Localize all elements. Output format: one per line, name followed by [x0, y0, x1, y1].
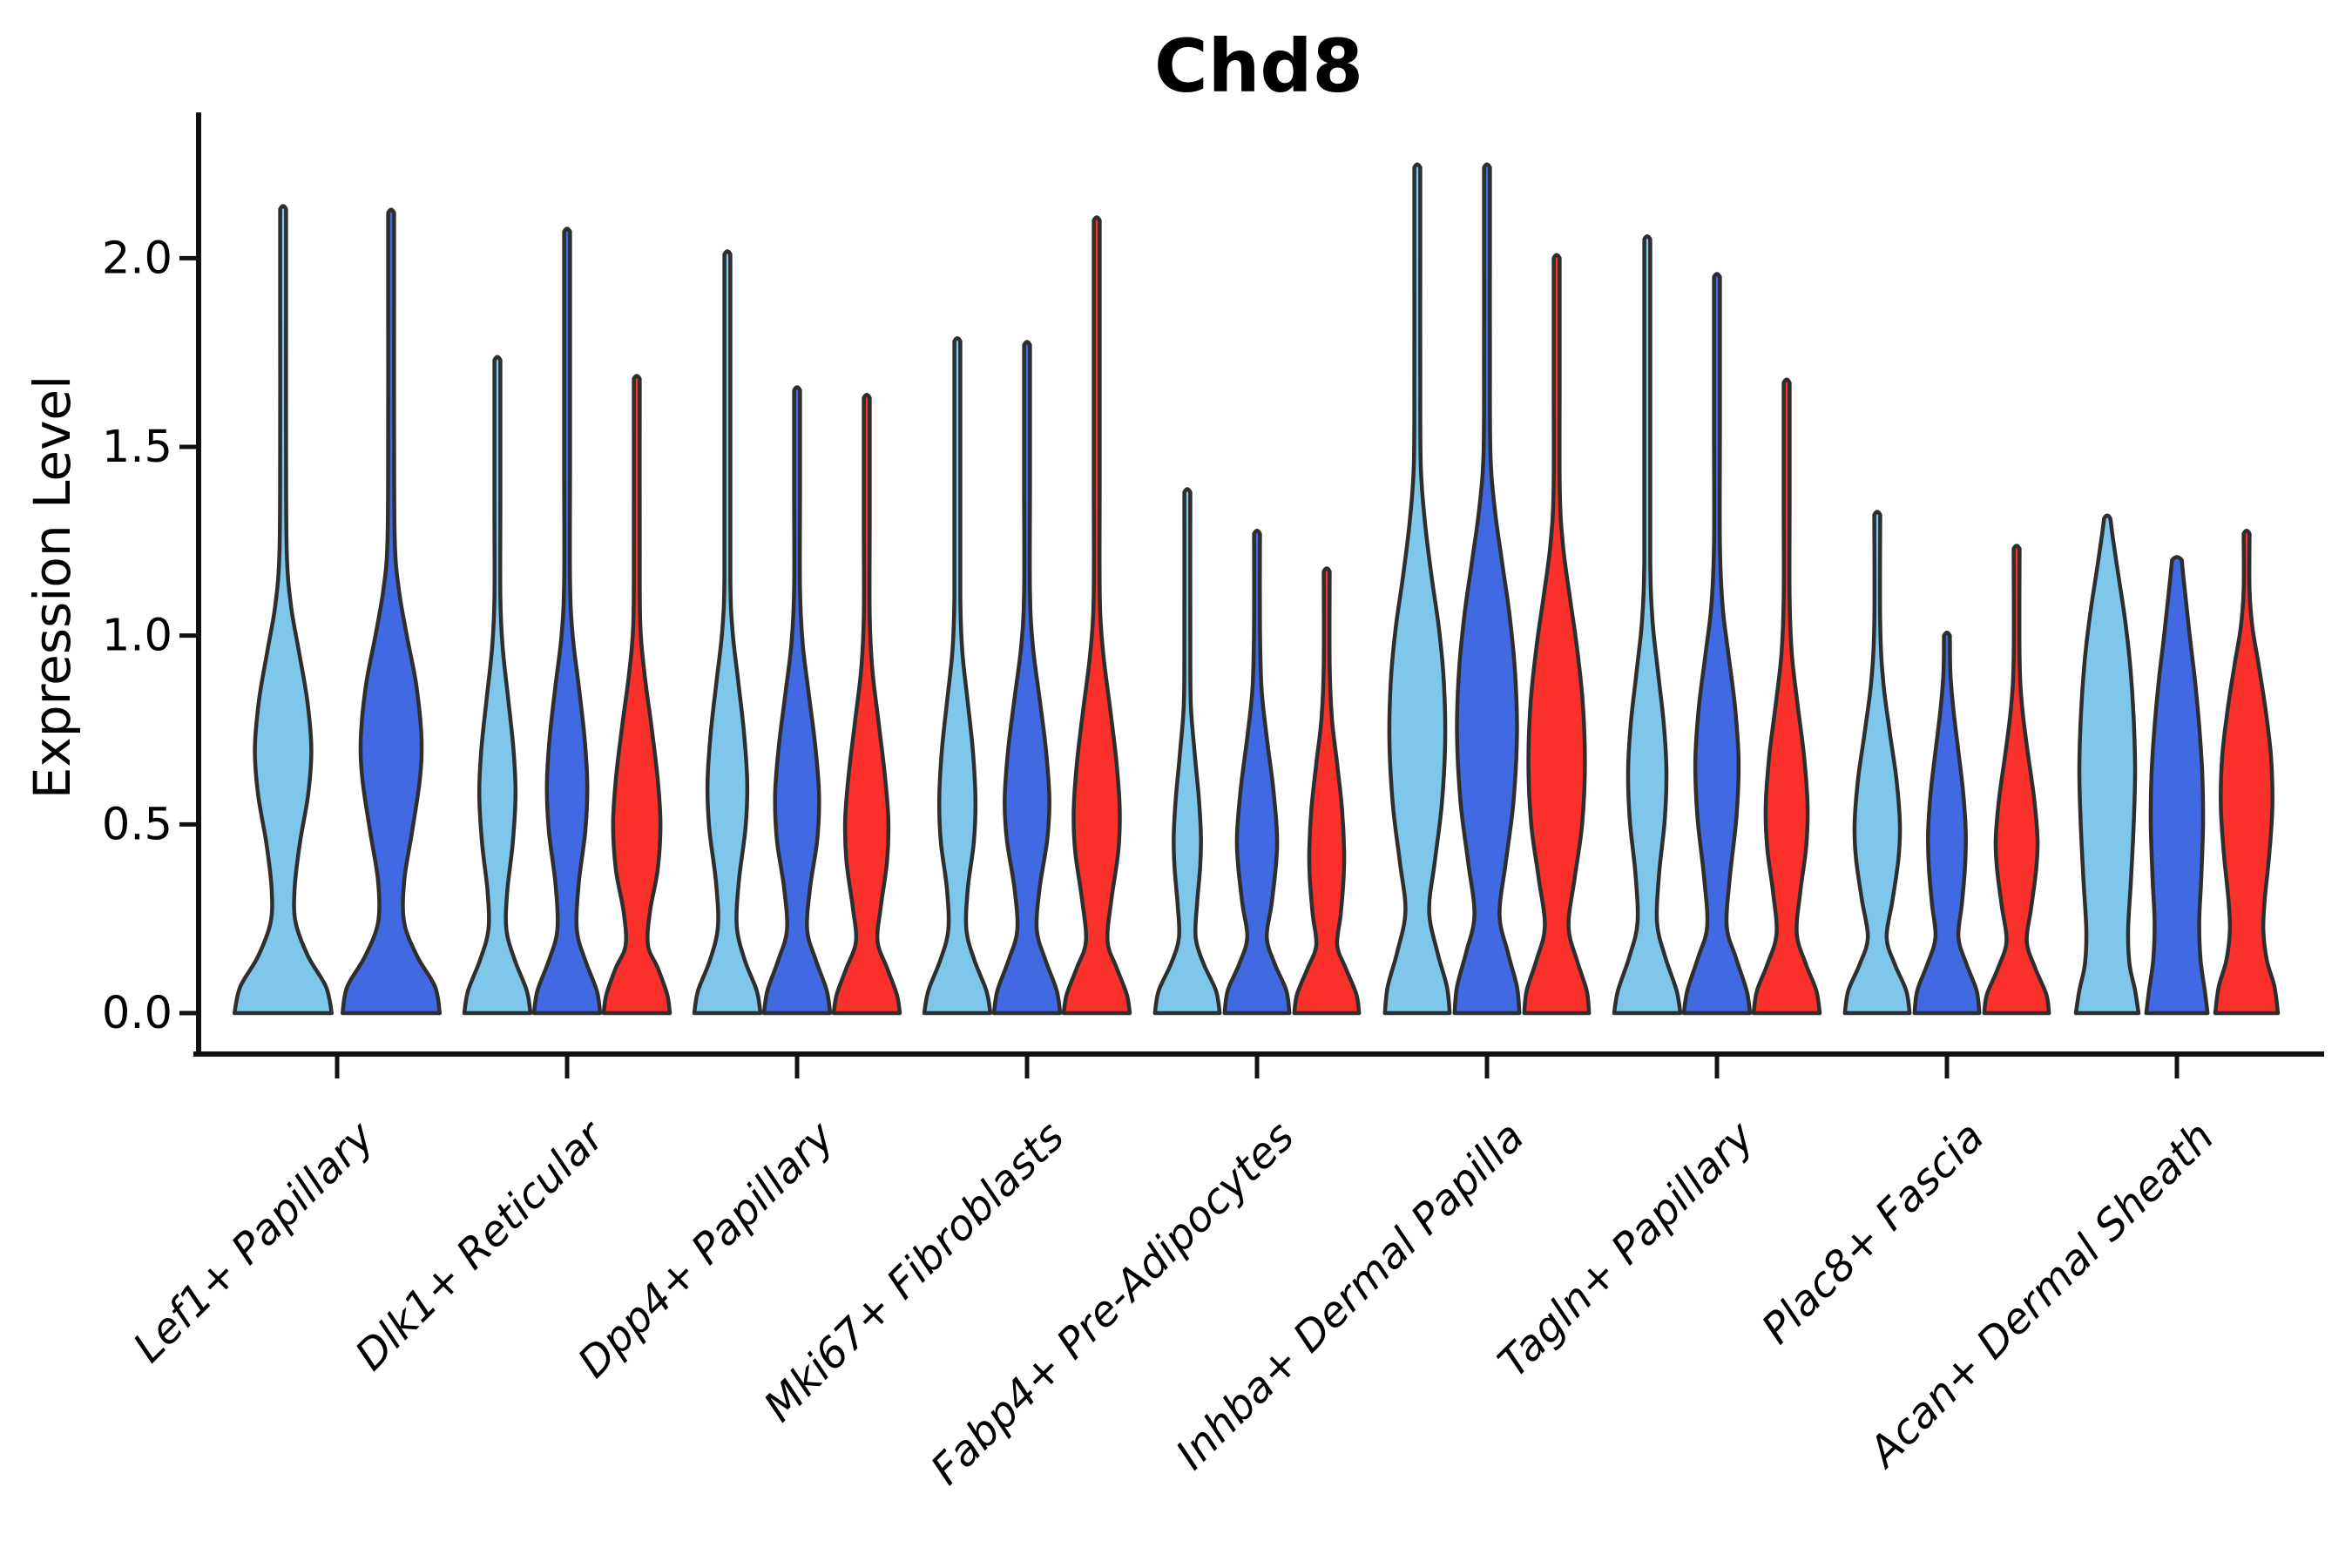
violin-dpp4-papillary-red — [831, 393, 902, 1016]
violin-dlk1-reticular-dark_blue — [531, 226, 603, 1016]
violin-dpp4-papillary-dark_blue — [761, 385, 833, 1016]
y-tick-label: 0.0 — [102, 988, 172, 1039]
violin-fabp4-pre-adipocytes-light_blue — [1152, 487, 1222, 1016]
violin-plac8-fascia-light_blue — [1842, 510, 1912, 1016]
violin-plac8-fascia-dark_blue — [1912, 631, 1982, 1016]
violin-acan-dermal-sheath-light_blue — [2073, 513, 2141, 1016]
violin-mki67-fibroblasts-light_blue — [922, 336, 993, 1016]
y-tick-label: 1.5 — [102, 422, 172, 473]
violin-acan-dermal-sheath-dark_blue — [2144, 555, 2210, 1016]
chart-title: Chd8 — [1154, 24, 1363, 109]
violin-inhba-dermal-papilla-red — [1522, 253, 1592, 1016]
violin-fabp4-pre-adipocytes-red — [1292, 566, 1362, 1016]
violin-inhba-dermal-papilla-light_blue — [1382, 162, 1452, 1016]
violin-mki67-fibroblasts-dark_blue — [991, 340, 1063, 1016]
y-tick-label: 1.0 — [102, 611, 172, 662]
y-tick-label: 2.0 — [102, 233, 172, 284]
violin-tagln-papillary-red — [1751, 377, 1822, 1016]
violin-acan-dermal-sheath-red — [2213, 529, 2281, 1016]
violins-layer — [232, 162, 2281, 1016]
violin-inhba-dermal-papilla-dark_blue — [1452, 162, 1522, 1016]
violin-lef1-papillary-dark_blue — [340, 207, 443, 1016]
violin-mki67-fibroblasts-red — [1061, 215, 1132, 1016]
violin-tagln-papillary-light_blue — [1612, 234, 1683, 1016]
violin-dlk1-reticular-red — [601, 374, 672, 1016]
y-tick-label: 0.5 — [102, 799, 172, 850]
violin-tagln-papillary-dark_blue — [1681, 272, 1753, 1016]
violin-dpp4-papillary-light_blue — [692, 249, 763, 1016]
violin-dlk1-reticular-light_blue — [462, 355, 533, 1016]
violin-plac8-fascia-red — [1982, 544, 2051, 1016]
y-axis-label: Expression Level — [23, 375, 82, 799]
violin-lef1-papillary-light_blue — [232, 204, 335, 1016]
violin-fabp4-pre-adipocytes-dark_blue — [1222, 529, 1292, 1016]
y-ticks: 0.0 0.5 1.0 1.5 2.0 — [102, 233, 196, 1039]
